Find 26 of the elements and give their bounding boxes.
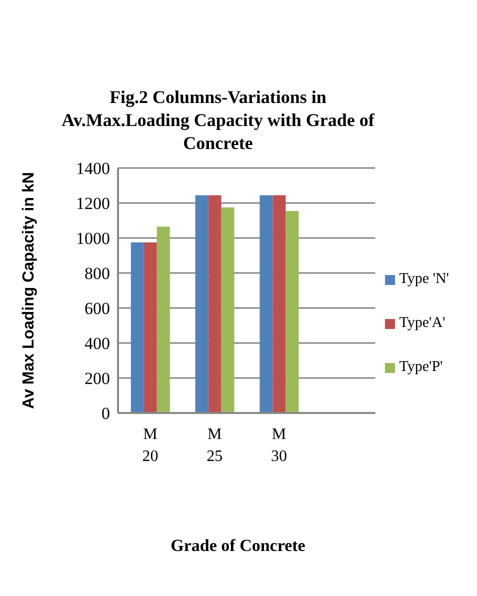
y-tick-label: 0 bbox=[102, 404, 110, 424]
y-axis-title: Av Max Loading Capacity in kN bbox=[20, 172, 38, 409]
chart-title: Fig.2 Columns-Variations in Av.Max.Loading Capacity with Grade of Concrete bbox=[60, 86, 376, 155]
x-tick-label: M 30 bbox=[271, 426, 288, 465]
legend-label: Type'A' bbox=[399, 315, 446, 331]
bar bbox=[195, 195, 208, 413]
x-tick-label: M 25 bbox=[206, 426, 223, 465]
y-tick-label: 1200 bbox=[76, 194, 110, 214]
bar bbox=[286, 211, 299, 413]
bar bbox=[221, 207, 234, 413]
bar bbox=[156, 226, 170, 413]
bar bbox=[130, 242, 144, 413]
bar bbox=[208, 195, 222, 413]
legend-label: Type 'N' bbox=[399, 271, 449, 287]
y-tick-label: 400 bbox=[84, 334, 110, 354]
x-axis-title: Grade of Concrete bbox=[170, 536, 306, 556]
x-tick-label: M 20 bbox=[142, 426, 158, 465]
y-tick-label: 800 bbox=[84, 264, 110, 284]
y-tick-label: 200 bbox=[84, 369, 110, 388]
y-tick-label: 1000 bbox=[76, 229, 110, 248]
y-tick-label: 600 bbox=[84, 299, 110, 318]
legend-label: Type'P' bbox=[399, 359, 443, 375]
bar bbox=[260, 195, 273, 413]
bar bbox=[144, 242, 157, 413]
y-tick-label: 1400 bbox=[76, 159, 110, 178]
bar bbox=[272, 195, 286, 413]
